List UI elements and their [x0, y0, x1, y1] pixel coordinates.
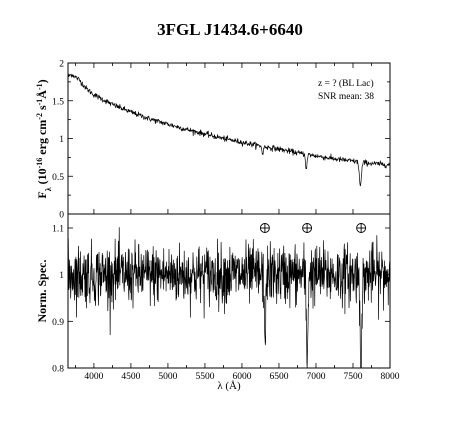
xtick-label: 4500 [121, 372, 140, 382]
xtick-label: 7000 [306, 372, 325, 382]
xtick-label: 8000 [381, 372, 400, 382]
telluric-marker-icon [356, 223, 367, 233]
xtick-label: 7500 [343, 372, 362, 382]
bottom-panel-ticks: 4000 4500 5000 5500 6000 6500 7000 7500 8000 0.8 0… [52, 63, 400, 382]
bottom-ytick-label: 1.1 [52, 225, 64, 235]
xtick-label: 5000 [158, 372, 177, 382]
bottom-ytick-label: 1 [59, 271, 64, 281]
redshift-annotation: z = ? (BL Lac) [318, 78, 374, 89]
chart-title: 3FGL J1434.6+6640 [157, 20, 303, 39]
top-spectrum-line [67, 73, 391, 187]
bottom-ytick-label: 0.9 [52, 318, 64, 328]
top-ytick-label: 0 [59, 211, 64, 221]
top-spectrum [67, 73, 391, 187]
xtick-label: 5500 [195, 372, 214, 382]
top-ytick-label: 1 [59, 135, 64, 145]
bottom-spectrum-line [67, 227, 391, 369]
bottom-spectrum [67, 227, 391, 369]
top-ytick-label: 1.5 [52, 97, 64, 107]
xtick-label: 6500 [269, 372, 288, 382]
xtick-label: 4000 [84, 372, 103, 382]
bottom-panel-frame [67, 213, 391, 369]
telluric-markers [259, 223, 367, 233]
top-ytick-label: 2 [59, 60, 64, 70]
x-axis-label: λ (Å) [217, 380, 241, 392]
telluric-marker-icon [302, 223, 313, 233]
bottom-y-axis-label: Norm. Spec. [35, 260, 49, 323]
xtick-label: 6000 [232, 372, 251, 382]
top-panel-ticks: 0 0.5 1 1.5 2 [52, 60, 390, 221]
telluric-marker-icon [259, 223, 270, 233]
top-ytick-label: 0.5 [52, 173, 64, 183]
top-y-axis-label: Fλ (10-16 erg cm-2 s-1Å-1) [35, 79, 53, 198]
snr-annotation: SNR mean: 38 [318, 92, 374, 102]
bottom-ytick-label: 0.8 [52, 365, 64, 375]
